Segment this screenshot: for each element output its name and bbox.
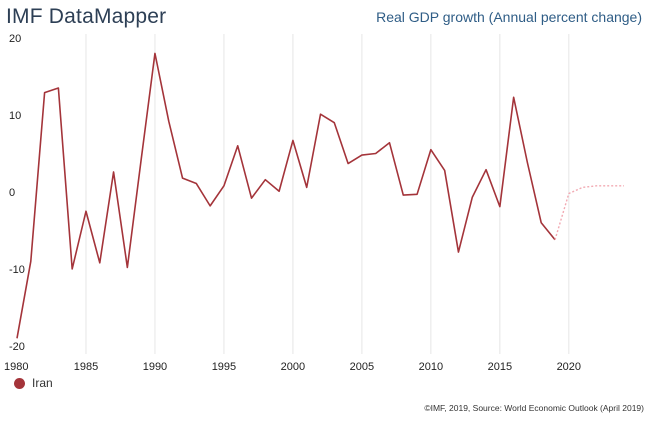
data-point-1998[interactable] (262, 177, 268, 183)
data-point-1981[interactable] (28, 258, 34, 264)
series-projection-line-iran (554, 185, 624, 240)
data-point-2022[interactable] (593, 183, 599, 189)
data-point-1982[interactable] (42, 90, 48, 96)
data-point-2003[interactable] (331, 120, 337, 126)
data-point-2010[interactable] (428, 147, 434, 153)
data-point-2013[interactable] (469, 194, 475, 200)
data-point-2023[interactable] (607, 183, 613, 189)
x-tick-label-2005: 2005 (350, 361, 374, 373)
grid-lines (85, 34, 570, 354)
data-point-2014[interactable] (483, 167, 489, 173)
app-title: IMF DataMapper (6, 5, 167, 28)
x-tick-label-1990: 1990 (143, 361, 167, 373)
x-tick-label-1980: 1980 (4, 361, 28, 373)
data-point-2004[interactable] (345, 161, 351, 167)
data-point-2020[interactable] (566, 191, 572, 197)
x-tick-label-2010: 2010 (419, 361, 443, 373)
y-tick-label-0: 0 (9, 187, 15, 199)
data-point-1985[interactable] (83, 208, 89, 214)
data-point-1999[interactable] (276, 188, 282, 194)
legend-label-iran: Iran (32, 376, 53, 390)
data-point-1995[interactable] (221, 183, 227, 189)
data-point-2002[interactable] (318, 111, 324, 117)
x-tick-label-2000: 2000 (281, 361, 305, 373)
y-tick-label-20: 20 (9, 33, 21, 45)
y-tick-label--20: -20 (9, 341, 25, 353)
data-point-1984[interactable] (69, 266, 75, 272)
data-point-1986[interactable] (97, 260, 103, 266)
data-point-1992[interactable] (180, 175, 186, 181)
data-point-2019[interactable] (552, 237, 558, 243)
data-point-2021[interactable] (580, 184, 586, 190)
series-lines (16, 52, 624, 339)
data-point-1996[interactable] (235, 143, 241, 149)
data-point-2006[interactable] (373, 151, 379, 157)
data-point-2016[interactable] (511, 94, 517, 100)
x-tick-label-2015: 2015 (488, 361, 512, 373)
y-tick-label--10: -10 (9, 264, 25, 276)
x-axis-tick-labels: 1980 1985 1990 1995 2000 2005 2010 2015 2020 (4, 361, 581, 373)
data-point-1989[interactable] (138, 157, 144, 163)
data-point-2017[interactable] (524, 160, 530, 166)
data-point-2007[interactable] (386, 140, 392, 146)
data-point-2018[interactable] (538, 220, 544, 226)
data-point-1980[interactable] (14, 335, 20, 341)
data-point-2001[interactable] (304, 184, 310, 190)
data-point-2015[interactable] (497, 204, 503, 210)
legend-swatch-iran (14, 377, 25, 389)
data-point-1983[interactable] (55, 85, 61, 91)
data-point-2009[interactable] (414, 191, 420, 197)
data-point-1993[interactable] (193, 181, 199, 187)
data-point-2012[interactable] (455, 249, 461, 255)
legend[interactable]: Iran (14, 376, 53, 390)
y-axis-tick-labels: 20 10 0 -10 -20 (9, 33, 25, 353)
data-point-2011[interactable] (442, 167, 448, 173)
y-tick-label-10: 10 (9, 110, 21, 122)
data-point-1991[interactable] (166, 118, 172, 124)
chart-title: Real GDP growth (Annual percent change) (376, 9, 642, 25)
data-point-1990[interactable] (152, 50, 158, 56)
data-point-1994[interactable] (207, 203, 213, 209)
source-credit: ©IMF, 2019, Source: World Economic Outlo… (424, 403, 644, 413)
x-tick-label-2020: 2020 (557, 361, 581, 373)
series-line-iran (16, 52, 556, 339)
data-point-2000[interactable] (290, 137, 296, 143)
data-point-1988[interactable] (124, 264, 130, 270)
data-point-1987[interactable] (111, 169, 117, 175)
data-point-2024[interactable] (621, 183, 627, 189)
data-point-2005[interactable] (359, 152, 365, 158)
x-tick-label-1985: 1985 (74, 361, 98, 373)
data-point-1997[interactable] (249, 195, 255, 201)
data-point-2008[interactable] (400, 192, 406, 198)
x-tick-label-1995: 1995 (212, 361, 236, 373)
